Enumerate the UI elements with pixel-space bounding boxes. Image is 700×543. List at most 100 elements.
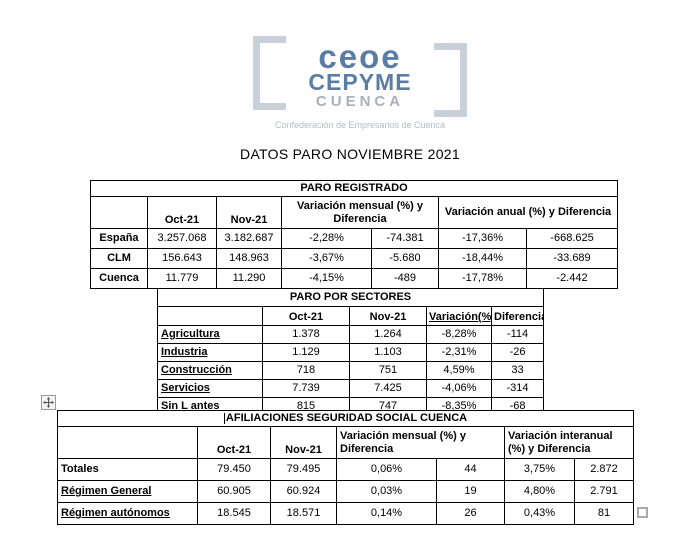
cell-dif-mensual[interactable]: 19 bbox=[436, 480, 505, 503]
table-title[interactable]: PARO REGISTRADO bbox=[89, 180, 619, 197]
cell-var-mensual-pct[interactable]: -3,67% bbox=[281, 248, 372, 269]
cell-variacion[interactable]: -2,31% bbox=[426, 343, 492, 362]
cell-oct[interactable]: 156.643 bbox=[147, 248, 217, 269]
cell-nov[interactable]: 7.425 bbox=[349, 379, 427, 398]
cell-oct[interactable]: 3.257.068 bbox=[147, 228, 217, 249]
logo-left-bracket-icon bbox=[253, 36, 286, 110]
cell-dif-mensual[interactable]: -74.381 bbox=[371, 228, 439, 249]
table-title[interactable]: PARO POR SECTORES bbox=[156, 288, 545, 307]
cell-diferencia[interactable]: -26 bbox=[490, 343, 545, 362]
column-header-nov[interactable]: Nov-21 bbox=[216, 196, 282, 229]
table-title[interactable]: AFILIACIONES SEGURIDAD SOCIAL CUENCA bbox=[56, 410, 635, 427]
row-label[interactable]: Régimen General bbox=[57, 480, 198, 503]
table-row-agricultura: Agricultura 1.378 1.264 -8,28% -114 bbox=[157, 325, 545, 344]
cell-dif-interanual[interactable]: 81 bbox=[573, 502, 635, 525]
column-header-variacion-interanual[interactable]: Variación interanual (%) y Diferencia bbox=[503, 426, 635, 459]
table-resize-handle[interactable] bbox=[637, 507, 648, 518]
cell-var-interanual-pct[interactable]: 3,75% bbox=[504, 458, 575, 481]
column-header-variacion-mensual[interactable]: Variación mensual (%) y Diferencia bbox=[336, 426, 505, 459]
page-title[interactable]: DATOS PARO NOVIEMBRE 2021 bbox=[240, 146, 460, 162]
afiliaciones-table[interactable]: AFILIACIONES SEGURIDAD SOCIAL CUENCA Oct… bbox=[56, 410, 635, 525]
logo-cepyme-text: CEPYME bbox=[308, 69, 412, 95]
table-title-text: AFILIACIONES SEGURIDAD SOCIAL CUENCA bbox=[225, 412, 468, 424]
column-header-nov[interactable]: Nov-21 bbox=[270, 426, 337, 459]
row-label[interactable]: Industria bbox=[157, 343, 263, 362]
row-label[interactable]: Agricultura bbox=[157, 325, 263, 344]
cell-oct[interactable]: 60.905 bbox=[197, 480, 271, 503]
cell-nov[interactable]: 751 bbox=[349, 361, 427, 380]
row-label[interactable]: Totales bbox=[57, 458, 198, 481]
cell-nov[interactable]: 60.924 bbox=[270, 480, 337, 503]
table-header-row: Oct-21 Nov-21 Variación mensual (%) y Di… bbox=[90, 196, 619, 229]
cell-oct[interactable]: 718 bbox=[262, 361, 350, 380]
row-label[interactable]: España bbox=[90, 228, 148, 249]
column-header-oct[interactable]: Oct-21 bbox=[262, 306, 350, 326]
row-label[interactable]: CLM bbox=[90, 248, 148, 269]
cell-dif-interanual[interactable]: 2.791 bbox=[573, 480, 635, 503]
cell-dif-mensual[interactable]: 26 bbox=[436, 502, 505, 525]
table-header-row: Oct-21 Nov-21 Variación mensual (%) y Di… bbox=[57, 426, 635, 459]
table-header-row: Oct-21 Nov-21 Variación(%) Diferencia bbox=[157, 306, 545, 326]
cell-diferencia[interactable]: 33 bbox=[490, 361, 545, 380]
table-row-clm: CLM 156.643 148.963 -3,67% -5.680 -18,44… bbox=[90, 248, 619, 269]
cell-dif-interanual[interactable]: 2.872 bbox=[573, 458, 635, 481]
cell-var-anual-pct[interactable]: -17,36% bbox=[438, 228, 527, 249]
empty-header-cell[interactable] bbox=[157, 306, 263, 326]
empty-header-cell[interactable] bbox=[57, 426, 198, 459]
cell-var-mensual-pct[interactable]: -2,28% bbox=[281, 228, 372, 249]
cell-oct[interactable]: 7.739 bbox=[262, 379, 350, 398]
cell-dif-mensual[interactable]: 44 bbox=[436, 458, 505, 481]
paro-sectores-table[interactable]: PARO POR SECTORES Oct-21 Nov-21 Variació… bbox=[156, 288, 545, 416]
cell-diferencia[interactable]: -114 bbox=[490, 325, 545, 344]
empty-header-cell[interactable] bbox=[90, 196, 148, 229]
table-row-cuenca: Cuenca 11.779 11.290 -4,15% -489 -17,78%… bbox=[90, 268, 619, 289]
logo-tagline: Confederación de Empresarios de Cuenca bbox=[274, 120, 446, 130]
ceoe-cepyme-cuenca-logo[interactable]: ceoe CEPYME CUENCA Confederación de Empr… bbox=[253, 34, 467, 134]
move-arrows-icon bbox=[43, 397, 54, 408]
logo-right-bracket-icon bbox=[434, 43, 467, 117]
cell-dif-anual[interactable]: -33.689 bbox=[525, 248, 619, 269]
cell-nov[interactable]: 18.571 bbox=[270, 502, 337, 525]
table-title-row: PARO POR SECTORES bbox=[156, 288, 545, 307]
cell-diferencia[interactable]: -314 bbox=[490, 379, 545, 398]
cell-oct[interactable]: 79.450 bbox=[197, 458, 271, 481]
cell-nov[interactable]: 148.963 bbox=[216, 248, 282, 269]
column-header-oct[interactable]: Oct-21 bbox=[197, 426, 271, 459]
cell-nov[interactable]: 1.103 bbox=[349, 343, 427, 362]
cell-var-anual-pct[interactable]: -18,44% bbox=[438, 248, 527, 269]
cell-var-mensual-pct[interactable]: 0,14% bbox=[336, 502, 437, 525]
cell-variacion[interactable]: 4,59% bbox=[426, 361, 492, 380]
cell-var-interanual-pct[interactable]: 4,80% bbox=[504, 480, 575, 503]
cell-oct[interactable]: 1.378 bbox=[262, 325, 350, 344]
cell-var-mensual-pct[interactable]: 0,06% bbox=[336, 458, 437, 481]
cell-dif-anual[interactable]: -2.442 bbox=[525, 268, 619, 289]
row-label[interactable]: Cuenca bbox=[90, 268, 148, 289]
paro-registrado-table[interactable]: PARO REGISTRADO Oct-21 Nov-21 Variación … bbox=[89, 180, 619, 289]
cell-dif-mensual[interactable]: -5.680 bbox=[371, 248, 439, 269]
cell-nov[interactable]: 1.264 bbox=[349, 325, 427, 344]
column-header-nov[interactable]: Nov-21 bbox=[349, 306, 427, 326]
cell-oct[interactable]: 1.129 bbox=[262, 343, 350, 362]
cell-var-interanual-pct[interactable]: 0,43% bbox=[504, 502, 575, 525]
column-header-variacion-mensual[interactable]: Variación mensual (%) y Diferencia bbox=[281, 196, 439, 229]
row-label[interactable]: Régimen autónomos bbox=[57, 502, 198, 525]
table-move-handle[interactable] bbox=[41, 395, 56, 410]
cell-var-mensual-pct[interactable]: 0,03% bbox=[336, 480, 437, 503]
row-label[interactable]: Servicios bbox=[157, 379, 263, 398]
cell-variacion[interactable]: -8,28% bbox=[426, 325, 492, 344]
cell-dif-mensual[interactable]: -489 bbox=[371, 268, 439, 289]
cell-oct[interactable]: 11.779 bbox=[147, 268, 217, 289]
cell-nov[interactable]: 3.182.687 bbox=[216, 228, 282, 249]
row-label[interactable]: Construcción bbox=[157, 361, 263, 380]
cell-var-anual-pct[interactable]: -17,78% bbox=[438, 268, 527, 289]
cell-nov[interactable]: 11.290 bbox=[216, 268, 282, 289]
cell-nov[interactable]: 79.495 bbox=[270, 458, 337, 481]
cell-oct[interactable]: 18.545 bbox=[197, 502, 271, 525]
column-header-diferencia[interactable]: Diferencia bbox=[490, 306, 545, 326]
column-header-variacion-anual[interactable]: Variación anual (%) y Diferencia bbox=[437, 196, 619, 229]
cell-variacion[interactable]: -4,06% bbox=[426, 379, 492, 398]
column-header-variacion[interactable]: Variación(%) bbox=[426, 306, 492, 326]
cell-var-mensual-pct[interactable]: -4,15% bbox=[281, 268, 372, 289]
cell-dif-anual[interactable]: -668.625 bbox=[525, 228, 619, 249]
column-header-oct[interactable]: Oct-21 bbox=[147, 196, 217, 229]
